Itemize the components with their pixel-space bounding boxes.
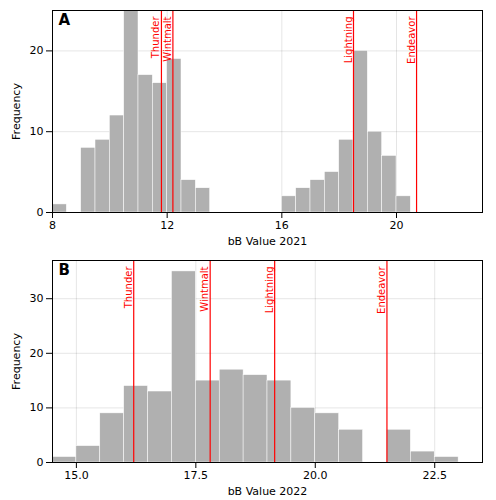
svg-text:Thunder: Thunder — [123, 266, 134, 310]
svg-text:30: 30 — [30, 292, 44, 305]
svg-text:Frequency: Frequency — [10, 83, 23, 140]
svg-text:20: 20 — [30, 347, 44, 360]
svg-text:17.5: 17.5 — [184, 469, 209, 482]
svg-text:0: 0 — [37, 206, 44, 219]
svg-text:20: 20 — [30, 44, 44, 57]
svg-text:8: 8 — [49, 219, 56, 232]
svg-text:10: 10 — [30, 125, 44, 138]
svg-text:20: 20 — [390, 219, 404, 232]
svg-text:Lightning: Lightning — [264, 267, 275, 314]
svg-text:bB Value 2021: bB Value 2021 — [228, 235, 308, 248]
svg-text:Thunder: Thunder — [150, 16, 161, 60]
svg-text:22.5: 22.5 — [422, 469, 447, 482]
svg-text:15.0: 15.0 — [64, 469, 89, 482]
svg-text:16: 16 — [275, 219, 289, 232]
svg-text:Lightning: Lightning — [343, 17, 354, 64]
svg-text:Endeavor: Endeavor — [376, 266, 387, 314]
svg-text:10: 10 — [30, 401, 44, 414]
svg-text:Frequency: Frequency — [10, 333, 23, 390]
svg-text:Wintmalt: Wintmalt — [199, 266, 210, 311]
svg-text:Wintmalt: Wintmalt — [162, 16, 173, 61]
svg-text:12: 12 — [160, 219, 174, 232]
svg-text:bB Value 2022: bB Value 2022 — [228, 485, 308, 498]
svg-text:Endeavor: Endeavor — [406, 16, 417, 64]
svg-text:A: A — [59, 11, 71, 29]
svg-text:0: 0 — [37, 456, 44, 469]
svg-text:20.0: 20.0 — [303, 469, 328, 482]
svg-text:B: B — [59, 261, 70, 279]
